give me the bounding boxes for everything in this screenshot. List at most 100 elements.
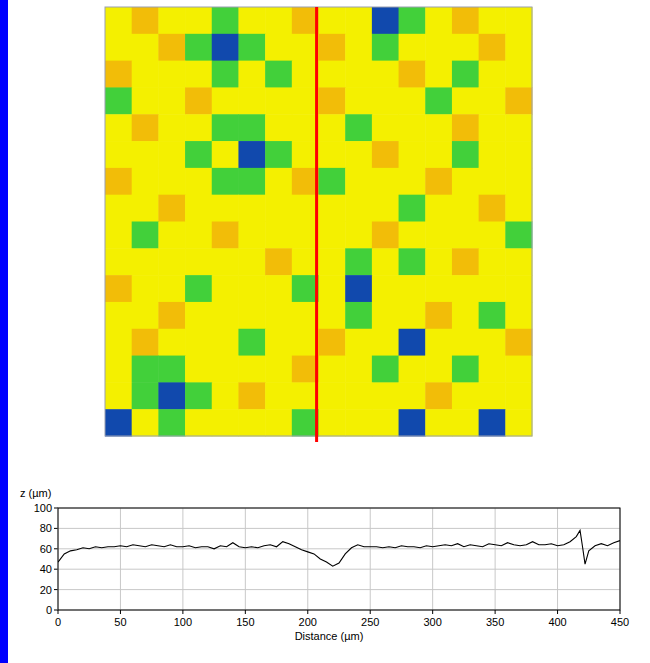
map-cell <box>425 382 452 409</box>
grid-line <box>182 508 183 610</box>
map-cell <box>265 87 292 114</box>
map-cell <box>105 409 132 436</box>
map-cell <box>132 302 159 329</box>
map-cell <box>399 356 426 383</box>
figure: 020406080100050100150200250300350400450z… <box>0 0 650 663</box>
map-cell <box>479 34 506 61</box>
tick-label: 40 <box>40 563 52 575</box>
map-cell <box>452 61 479 88</box>
map-cell <box>372 7 399 34</box>
map-cell <box>265 222 292 249</box>
map-cell <box>505 302 532 329</box>
tick-label: 200 <box>299 616 317 628</box>
map-cell <box>212 302 239 329</box>
map-cell <box>132 114 159 141</box>
map-cell <box>158 356 185 383</box>
map-cell <box>212 195 239 222</box>
map-cell <box>372 114 399 141</box>
map-cell <box>425 61 452 88</box>
map-cell <box>425 222 452 249</box>
map-cell <box>212 61 239 88</box>
map-cell <box>425 356 452 383</box>
map-cell <box>265 195 292 222</box>
grid-line <box>245 508 246 610</box>
map-cell <box>505 409 532 436</box>
map-cell <box>292 302 319 329</box>
tick-label: 250 <box>361 616 379 628</box>
map-cell <box>105 168 132 195</box>
map-cell <box>238 356 265 383</box>
map-cell <box>399 329 426 356</box>
map-cell <box>479 329 506 356</box>
map-cell <box>238 382 265 409</box>
map-cell <box>292 87 319 114</box>
map-cell <box>158 7 185 34</box>
map-cell <box>158 34 185 61</box>
map-cell <box>292 168 319 195</box>
map-cell <box>505 114 532 141</box>
map-cell <box>185 382 212 409</box>
map-cell <box>105 222 132 249</box>
map-cell <box>158 168 185 195</box>
map-cell <box>105 275 132 302</box>
map-cell <box>372 409 399 436</box>
tick <box>54 569 58 570</box>
map-cell <box>425 195 452 222</box>
map-cell <box>212 222 239 249</box>
map-cell <box>238 195 265 222</box>
map-cell <box>212 168 239 195</box>
tick <box>557 610 558 614</box>
map-cell <box>319 61 346 88</box>
map-cell <box>319 168 346 195</box>
map-cell <box>238 302 265 329</box>
map-frame <box>105 7 532 436</box>
map-cell <box>265 329 292 356</box>
map-cell <box>212 409 239 436</box>
map-cell <box>292 329 319 356</box>
map-cell <box>185 114 212 141</box>
map-cell <box>105 61 132 88</box>
grid-line <box>370 508 371 610</box>
map-cell <box>452 409 479 436</box>
map-cell <box>158 329 185 356</box>
tick <box>370 610 371 614</box>
line-group <box>58 530 620 566</box>
tick-label: 300 <box>423 616 441 628</box>
map-cell <box>425 7 452 34</box>
map-cell <box>238 7 265 34</box>
map-cell <box>425 302 452 329</box>
map-cell <box>479 356 506 383</box>
map-cell <box>105 302 132 329</box>
map-cell <box>479 61 506 88</box>
map-cell <box>212 34 239 61</box>
map-cell <box>479 87 506 114</box>
map-cell <box>132 382 159 409</box>
map-cell <box>479 222 506 249</box>
map-cell <box>479 168 506 195</box>
tick <box>182 610 183 614</box>
map-cell <box>479 141 506 168</box>
map-cell <box>132 329 159 356</box>
map-cell <box>212 356 239 383</box>
tick <box>432 610 433 614</box>
map-cell <box>319 382 346 409</box>
map-cell <box>399 168 426 195</box>
side-band <box>0 0 8 663</box>
map-cell <box>505 141 532 168</box>
tick-label: 100 <box>34 502 52 514</box>
map-cell <box>345 61 372 88</box>
profile-line <box>58 530 620 566</box>
map-cell <box>452 329 479 356</box>
tick <box>120 610 121 614</box>
map-cell <box>345 222 372 249</box>
profile-chart: 020406080100050100150200250300350400450z… <box>20 487 629 642</box>
background <box>0 0 650 663</box>
map-cell <box>372 382 399 409</box>
map-cell <box>505 248 532 275</box>
grid-line <box>495 508 496 610</box>
map-cell <box>132 248 159 275</box>
map-cell <box>238 248 265 275</box>
map-cell <box>212 114 239 141</box>
map-cell <box>292 409 319 436</box>
map-cell <box>292 195 319 222</box>
